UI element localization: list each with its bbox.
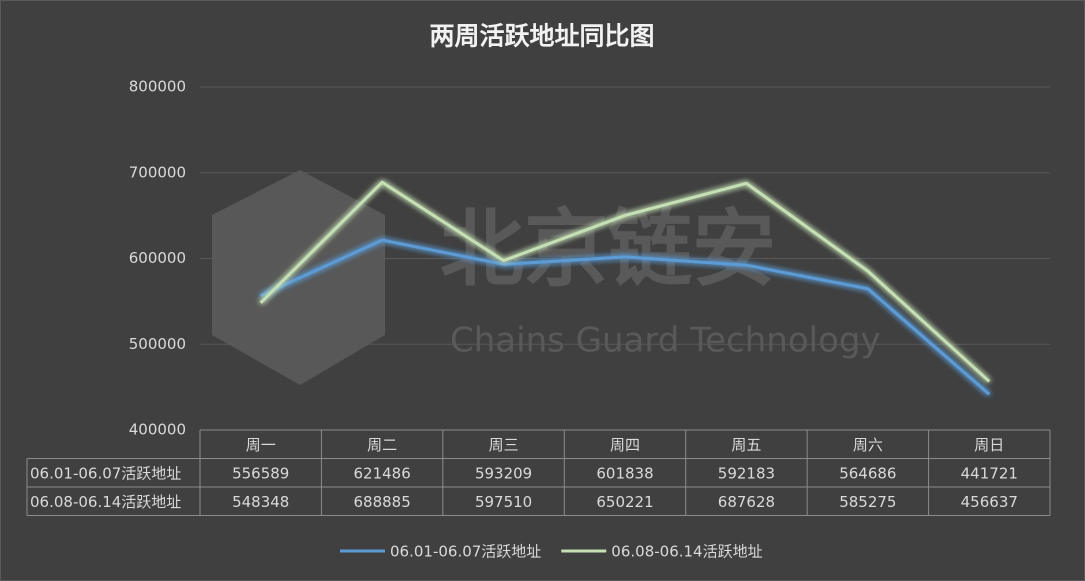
x-tick-label: 周五 xyxy=(731,436,761,454)
x-tick-label: 周三 xyxy=(489,436,519,454)
series-line xyxy=(260,238,991,396)
x-tick-label: 周二 xyxy=(367,436,397,454)
y-tick-label: 400000 xyxy=(129,421,186,439)
table-cell: 456637 xyxy=(961,493,1018,511)
watermark-subtitle: Chains Guard Technology xyxy=(450,321,881,361)
table-cell: 601838 xyxy=(596,464,653,482)
y-tick-label: 800000 xyxy=(129,78,186,96)
table-cell: 593209 xyxy=(475,464,532,482)
table-cell: 597510 xyxy=(475,493,532,511)
table-cell: 688885 xyxy=(354,493,411,511)
y-tick-label: 600000 xyxy=(129,249,186,267)
series-line xyxy=(259,180,991,383)
table-cell: 564686 xyxy=(839,464,896,482)
x-tick-label: 周四 xyxy=(610,436,640,454)
y-tick-label: 500000 xyxy=(129,335,186,353)
table-cell: 548348 xyxy=(232,493,289,511)
x-tick-label: 周六 xyxy=(853,436,883,454)
table-cell: 592183 xyxy=(718,464,775,482)
table-cell: 687628 xyxy=(718,493,775,511)
table-cell: 621486 xyxy=(354,464,411,482)
y-tick-label: 700000 xyxy=(129,163,186,181)
table-row-label: 06.01-06.07活跃地址 xyxy=(30,464,181,482)
table-cell: 556589 xyxy=(232,464,289,482)
legend-label: 06.01-06.07活跃地址 xyxy=(390,543,541,561)
legend-label: 06.08-06.14活跃地址 xyxy=(611,543,762,561)
table-cell: 585275 xyxy=(839,493,896,511)
table-cell: 650221 xyxy=(596,493,653,511)
x-tick-label: 周一 xyxy=(246,436,276,454)
table-row-label: 06.08-06.14活跃地址 xyxy=(30,493,181,511)
chart-title: 两周活跃地址同比图 xyxy=(429,22,654,51)
x-tick-label: 周日 xyxy=(974,436,1004,454)
table-cell: 441721 xyxy=(961,464,1018,482)
watermark-title: 北京链安 xyxy=(440,200,776,298)
